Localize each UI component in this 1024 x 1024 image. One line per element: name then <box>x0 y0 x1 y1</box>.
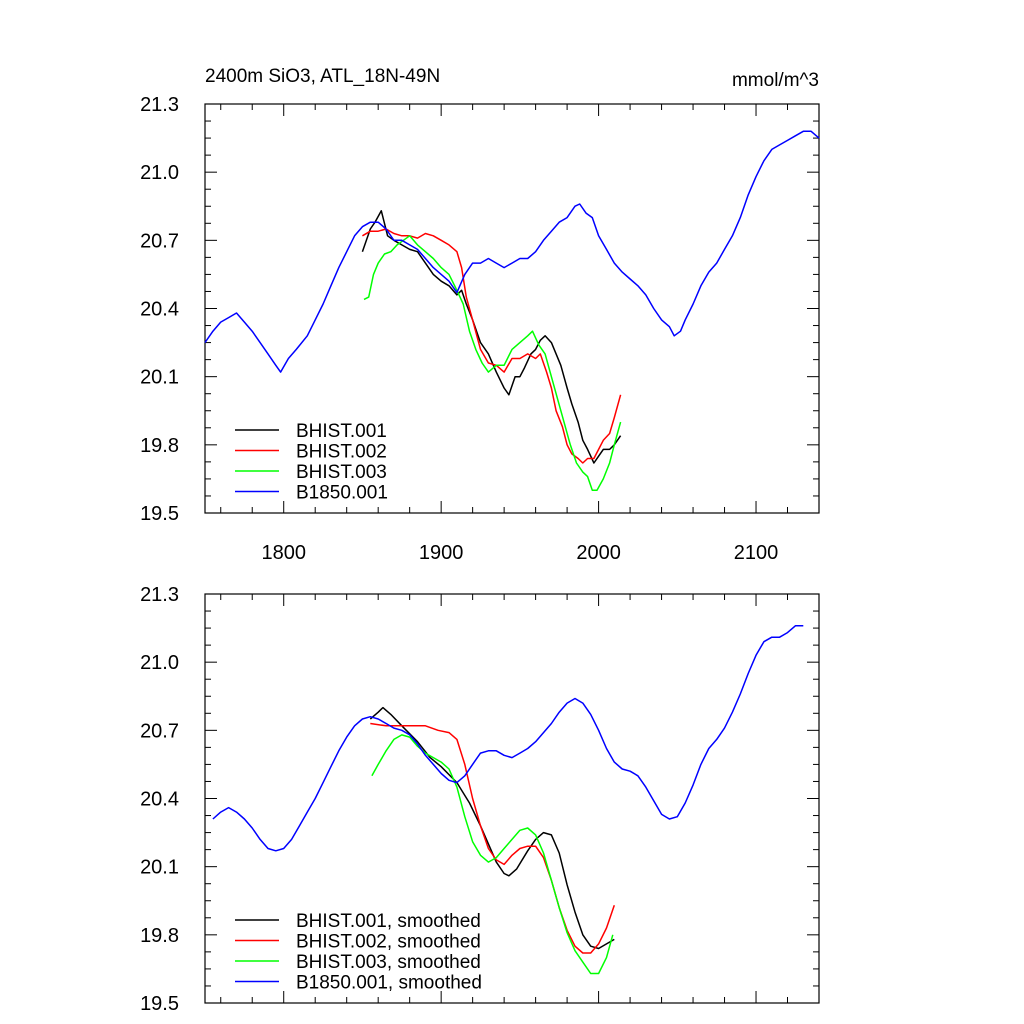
y-tick-label: 21.0 <box>140 162 179 184</box>
x-tick-label: 2100 <box>734 542 779 564</box>
y-tick-label: 19.5 <box>140 993 179 1015</box>
series-lines <box>204 130 820 492</box>
legend-label: BHIST.001, smoothed <box>296 911 481 932</box>
legend-label: BHIST.003, smoothed <box>296 952 481 973</box>
legend-label: BHIST.001 <box>296 421 387 442</box>
y-tick-label: 20.7 <box>140 720 179 742</box>
series-line <box>361 210 622 464</box>
y-axis-tick-labels: 19.5 19.8 20.1 20.4 20.7 21.0 21.3 <box>140 584 179 1015</box>
top-panel: 2400m SiO3, ATL_18N-49N mmol/m^3 19.519.… <box>140 66 820 564</box>
series-lines <box>212 625 804 975</box>
series-line <box>371 734 614 975</box>
legend-label: BHIST.002, smoothed <box>296 932 481 953</box>
y-tick-label: 19.5 <box>140 503 179 525</box>
y-tick-label: 21.3 <box>140 94 179 116</box>
x-axis-tick-labels: 1800 1900 2000 2100 <box>261 542 778 564</box>
series-line <box>363 235 622 492</box>
x-tick-label: 1900 <box>419 542 464 564</box>
bottom-panel: 19.5 19.8 20.1 20.4 20.7 21.0 21.3 BHIST.001, … <box>140 584 820 1015</box>
legend-label: BHIST.003 <box>296 462 387 483</box>
y-tick-label: 21.3 <box>140 584 179 606</box>
x-tick-label: 2000 <box>576 542 621 564</box>
series-line <box>370 722 616 954</box>
series-line <box>204 130 820 373</box>
y-axis-tick-labels: 19.5 19.8 20.1 20.4 20.7 21.0 21.3 <box>140 94 179 525</box>
series-line <box>362 228 622 464</box>
y-tick-label: 19.8 <box>140 925 179 947</box>
axis-ticks <box>205 103 820 514</box>
legend-label: B1850.001 <box>296 483 388 504</box>
y-tick-label: 20.1 <box>140 857 179 879</box>
y-tick-label: 21.0 <box>140 652 179 674</box>
y-tick-label: 19.8 <box>140 435 179 457</box>
y-tick-label: 20.1 <box>140 367 179 389</box>
y-tick-label: 20.7 <box>140 230 179 252</box>
y-tick-label: 20.4 <box>140 789 179 811</box>
x-tick-label: 1800 <box>261 542 306 564</box>
series-line <box>369 706 615 950</box>
units-label: mmol/m^3 <box>732 70 819 91</box>
legend-label: B1850.001, smoothed <box>296 973 482 994</box>
chart-title: 2400m SiO3, ATL_18N-49N <box>205 66 440 87</box>
legend-label: BHIST.002 <box>296 442 387 463</box>
series-line <box>212 625 804 852</box>
axis-ticks <box>205 593 820 1004</box>
y-tick-label: 20.4 <box>140 299 179 321</box>
